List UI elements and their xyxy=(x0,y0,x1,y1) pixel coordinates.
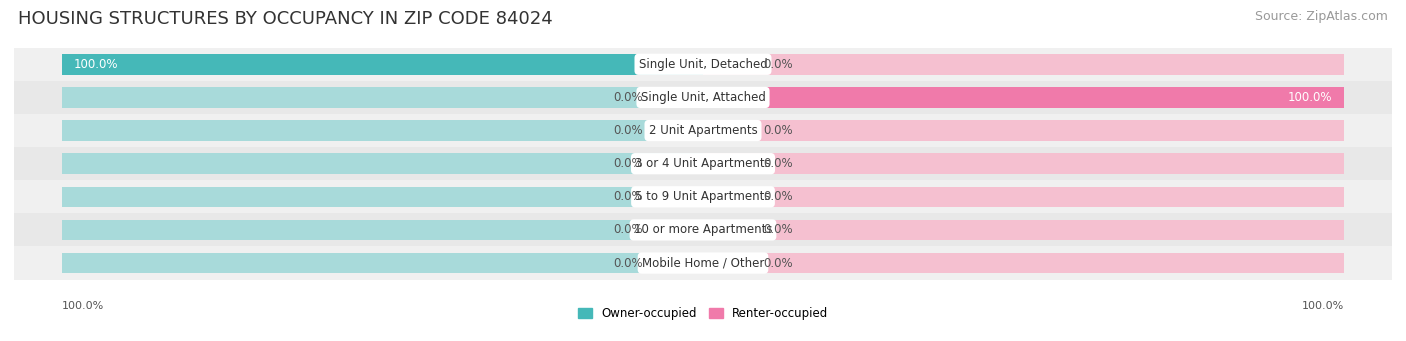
Bar xyxy=(62,120,703,141)
Bar xyxy=(62,54,703,75)
Bar xyxy=(703,153,1344,174)
Text: 2 Unit Apartments: 2 Unit Apartments xyxy=(648,124,758,137)
Bar xyxy=(14,114,1392,147)
Text: 100.0%: 100.0% xyxy=(1302,301,1344,311)
Bar xyxy=(14,48,1392,81)
Text: 100.0%: 100.0% xyxy=(75,58,118,71)
Text: 0.0%: 0.0% xyxy=(763,256,793,269)
Bar xyxy=(703,187,1344,207)
Text: 5 to 9 Unit Apartments: 5 to 9 Unit Apartments xyxy=(636,190,770,203)
Text: Single Unit, Attached: Single Unit, Attached xyxy=(641,91,765,104)
Bar xyxy=(62,54,703,75)
Text: 100.0%: 100.0% xyxy=(1288,91,1331,104)
Bar xyxy=(62,253,703,273)
Bar xyxy=(62,153,703,174)
Text: 0.0%: 0.0% xyxy=(763,157,793,170)
Legend: Owner-occupied, Renter-occupied: Owner-occupied, Renter-occupied xyxy=(572,302,834,325)
Text: 0.0%: 0.0% xyxy=(613,256,643,269)
Text: 100.0%: 100.0% xyxy=(62,301,104,311)
Text: 0.0%: 0.0% xyxy=(613,157,643,170)
Bar xyxy=(14,180,1392,213)
Text: Source: ZipAtlas.com: Source: ZipAtlas.com xyxy=(1254,10,1388,23)
Text: 3 or 4 Unit Apartments: 3 or 4 Unit Apartments xyxy=(636,157,770,170)
Text: 0.0%: 0.0% xyxy=(763,58,793,71)
Text: 0.0%: 0.0% xyxy=(613,91,643,104)
Bar xyxy=(14,213,1392,247)
Bar xyxy=(703,54,1344,75)
Bar xyxy=(703,87,1344,108)
Text: 0.0%: 0.0% xyxy=(763,190,793,203)
Bar xyxy=(703,220,1344,240)
Text: HOUSING STRUCTURES BY OCCUPANCY IN ZIP CODE 84024: HOUSING STRUCTURES BY OCCUPANCY IN ZIP C… xyxy=(18,10,553,28)
Bar xyxy=(14,247,1392,280)
Bar xyxy=(703,87,1344,108)
Bar xyxy=(62,187,703,207)
Bar xyxy=(62,87,703,108)
Text: Mobile Home / Other: Mobile Home / Other xyxy=(641,256,765,269)
Bar xyxy=(62,220,703,240)
Text: 0.0%: 0.0% xyxy=(613,124,643,137)
Bar xyxy=(14,147,1392,180)
Bar xyxy=(703,120,1344,141)
Bar xyxy=(14,81,1392,114)
Text: 0.0%: 0.0% xyxy=(613,190,643,203)
Text: Single Unit, Detached: Single Unit, Detached xyxy=(638,58,768,71)
Bar xyxy=(703,253,1344,273)
Text: 0.0%: 0.0% xyxy=(763,124,793,137)
Text: 0.0%: 0.0% xyxy=(763,223,793,236)
Text: 10 or more Apartments: 10 or more Apartments xyxy=(634,223,772,236)
Text: 0.0%: 0.0% xyxy=(613,223,643,236)
